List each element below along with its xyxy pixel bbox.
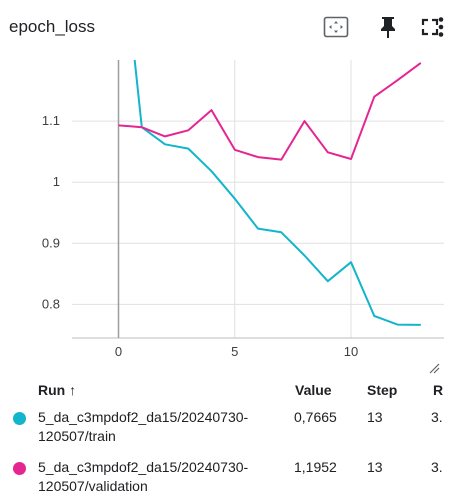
run-step: 13	[367, 459, 383, 475]
chart-svg: 0.8 0.9 1 1.1 0 5 10	[42, 60, 444, 359]
fit-domain-icon	[323, 16, 349, 38]
y-tick-label: 0.8	[42, 296, 60, 311]
card-toolbar	[256, 12, 456, 44]
x-tick-label: 0	[115, 344, 122, 359]
pin-icon	[381, 17, 395, 38]
pin-button[interactable]	[373, 12, 403, 42]
y-tick-label: 1	[53, 174, 60, 189]
table-row[interactable]: 5_da_c3mpdof2_da15/20240730- 120507/trai…	[0, 408, 456, 452]
fullscreen-icon	[421, 18, 439, 36]
y-tick-label: 1.1	[42, 113, 60, 128]
run-relative: 3.	[431, 459, 443, 475]
run-color-dot	[13, 412, 26, 425]
run-name: 5_da_c3mpdof2_da15/20240730- 120507/vali…	[38, 459, 249, 494]
run-value: 0,7665	[294, 409, 337, 425]
series-line	[118, 62, 422, 161]
run-value: 1,1952	[294, 459, 337, 475]
step-column-header[interactable]: Step	[367, 382, 398, 398]
more-menu-button[interactable]	[426, 12, 456, 42]
more-vert-icon	[438, 17, 444, 37]
fullscreen-button[interactable]	[415, 12, 445, 42]
y-tick-label: 0.9	[42, 235, 60, 250]
value-column-header[interactable]: Value	[295, 382, 332, 398]
loss-chart[interactable]: 0.8 0.9 1 1.1 0 5 10	[0, 50, 456, 370]
run-column-header[interactable]: Run ↑	[38, 382, 77, 398]
series-line	[133, 60, 421, 326]
run-color-dot	[13, 462, 26, 475]
x-tick-label: 10	[344, 344, 358, 359]
card-title: epoch_loss	[9, 17, 96, 36]
x-tick-label: 5	[231, 344, 238, 359]
run-step: 13	[367, 409, 383, 425]
resize-handle-icon[interactable]	[428, 362, 440, 374]
fit-domain-button[interactable]	[321, 12, 351, 42]
run-relative: 3.	[431, 409, 443, 425]
table-row[interactable]: 5_da_c3mpdof2_da15/20240730- 120507/vali…	[0, 458, 456, 502]
run-name: 5_da_c3mpdof2_da15/20240730- 120507/trai…	[38, 409, 249, 444]
relative-column-header[interactable]: R	[433, 382, 444, 398]
